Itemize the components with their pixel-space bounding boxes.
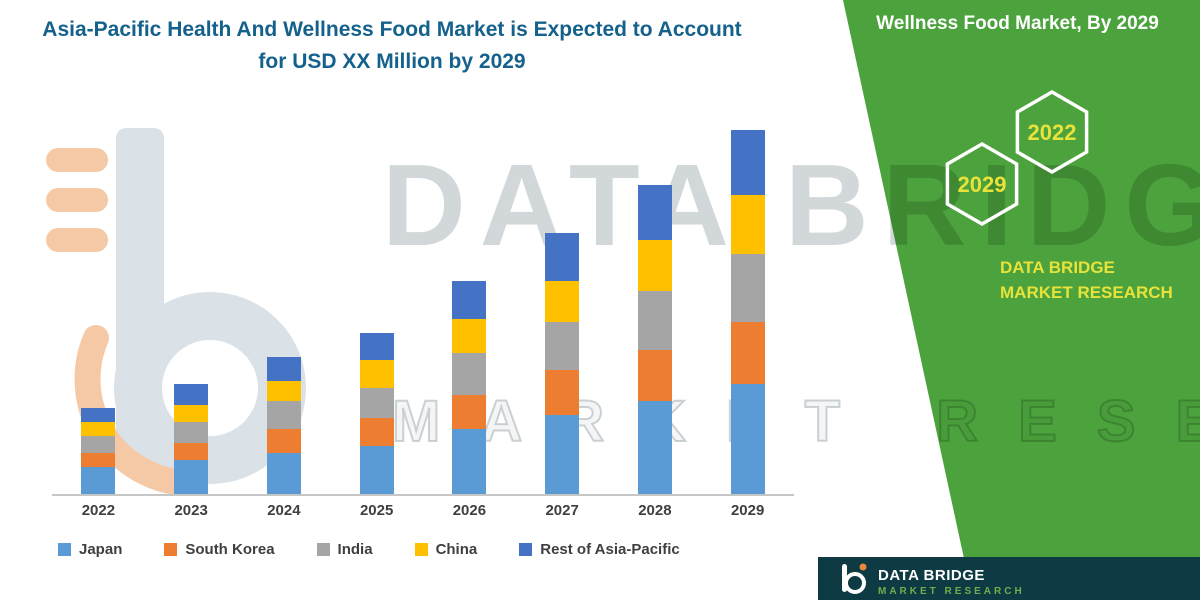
x-axis-label-2028: 2028: [638, 502, 672, 519]
stacked-bar-2028: [637, 185, 672, 494]
bar-segment-japan: [452, 428, 487, 494]
legend-label-india: India: [337, 541, 373, 558]
bar-segment-rest-of-asia-pacific: [545, 233, 580, 282]
bar-segment-china: [266, 380, 301, 402]
bar-segment-rest-of-asia-pacific: [637, 185, 672, 240]
legend-swatch-india: [316, 543, 330, 556]
bar-segment-japan: [81, 466, 116, 494]
bar-segment-south-korea: [452, 394, 487, 429]
stacked-bar-2024: [266, 356, 301, 494]
bar-chart-plot-area: [52, 126, 794, 496]
chart-title: Asia-Pacific Health And Wellness Food Ma…: [42, 18, 742, 73]
bar-segment-india: [545, 322, 580, 371]
bar-segment-china: [452, 319, 487, 354]
x-axis-label-2027: 2027: [545, 502, 579, 519]
footer-brand-subtitle: MARKET RESEARCH: [878, 585, 1025, 597]
bar-segment-japan: [545, 415, 580, 494]
legend-label-china: China: [435, 541, 478, 558]
hexagon-2022-label: 2022: [1028, 120, 1077, 145]
bar-segment-india: [266, 401, 301, 429]
legend-label-south-korea: South Korea: [185, 541, 275, 558]
bar-segment-south-korea: [359, 418, 394, 446]
bar-segment-japan: [266, 452, 301, 494]
bar-segment-rest-of-asia-pacific: [266, 356, 301, 381]
bar-segment-south-korea: [730, 322, 765, 385]
stacked-bar-2027: [545, 233, 580, 494]
bar-segment-india: [174, 421, 209, 443]
bar-segment-rest-of-asia-pacific: [359, 332, 394, 361]
bar-segment-india: [637, 291, 672, 350]
legend-swatch-china: [414, 543, 428, 556]
bar-segment-japan: [174, 459, 209, 494]
bar-segment-rest-of-asia-pacific: [174, 384, 209, 405]
bar-segment-south-korea: [637, 349, 672, 402]
bar-segment-india: [452, 353, 487, 395]
bar-segment-south-korea: [174, 442, 209, 460]
side-panel-heading: Wellness Food Market, By 2029: [876, 13, 1159, 34]
legend-label-rest-of-asia-pacific: Rest of Asia-Pacific: [540, 541, 680, 558]
stacked-bar-2029: [730, 130, 765, 494]
bar-segment-india: [730, 253, 765, 323]
legend-swatch-rest-of-asia-pacific: [519, 543, 533, 556]
legend-label-japan: Japan: [79, 541, 123, 558]
bar-segment-china: [545, 281, 580, 323]
chart-legend: Japan South Korea India China Rest of Asia-P…: [58, 541, 788, 558]
side-panel-brand-text: DATA BRIDGE MARKET RESEARCH: [1000, 258, 1173, 302]
x-axis-label-2024: 2024: [267, 502, 301, 519]
databridge-logo-icon: [842, 563, 867, 594]
legend-item-rest-of-asia-pacific: Rest of Asia-Pacific: [519, 541, 680, 558]
bar-segment-japan: [730, 384, 765, 494]
bar-segment-rest-of-asia-pacific: [81, 408, 116, 422]
x-axis-label-2023: 2023: [174, 502, 208, 519]
bar-segment-south-korea: [266, 428, 301, 453]
bar-segment-rest-of-asia-pacific: [452, 281, 487, 320]
year-hexagons: 2029 2022: [945, 89, 1089, 227]
bar-segment-india: [81, 435, 116, 453]
bar-segment-china: [637, 239, 672, 292]
stacked-bar-2026: [452, 281, 487, 494]
legend-swatch-japan: [58, 543, 71, 556]
legend-item-china: China: [414, 541, 478, 558]
bar-segment-south-korea: [545, 370, 580, 415]
footer-brand-strip: DATA BRIDGE MARKET RESEARCH: [818, 557, 1200, 600]
bar-segment-china: [81, 421, 116, 436]
bar-segment-china: [174, 404, 209, 422]
x-axis-labels: 2022 2023 2024 2025 2026 2027 2028 2029: [52, 502, 794, 519]
bar-segment-south-korea: [81, 452, 116, 467]
bar-segment-india: [359, 387, 394, 419]
bar-segment-rest-of-asia-pacific: [730, 130, 765, 196]
x-axis-label-2026: 2026: [452, 502, 487, 519]
stacked-bar-2023: [174, 384, 209, 494]
bar-segment-china: [730, 195, 765, 254]
legend-swatch-south-korea: [164, 543, 178, 556]
stacked-bar-2022: [81, 408, 116, 494]
hexagon-2022-shape: [1015, 89, 1089, 175]
footer-texts: DATA BRIDGE MARKET RESEARCH: [878, 567, 1025, 598]
x-axis-label-2025: 2025: [359, 502, 394, 519]
bar-segment-japan: [637, 401, 672, 494]
footer-brand-name: DATA BRIDGE: [878, 566, 985, 584]
legend-item-india: India: [316, 541, 373, 558]
x-axis-label-2022: 2022: [81, 502, 116, 519]
x-axis-label-2029: 2029: [730, 502, 765, 519]
legend-item-south-korea: South Korea: [164, 541, 275, 558]
hexagon-2029-label: 2029: [958, 172, 1007, 197]
stacked-bar-2025: [359, 332, 394, 494]
hexagon-2029-shape: [945, 141, 1019, 227]
bar-segment-china: [359, 360, 394, 388]
bar-segment-japan: [359, 445, 394, 494]
legend-item-japan: Japan: [58, 541, 122, 558]
